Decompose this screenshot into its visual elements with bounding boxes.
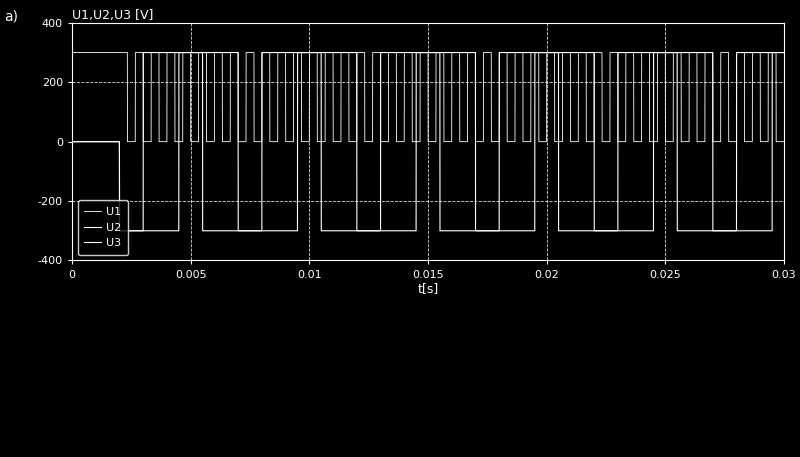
U3 [67,139,77,144]
U2 [650,50,660,55]
U1 [122,139,132,144]
Legend: U1, U2, U3: U1, U2, U3 [78,201,128,255]
U1 [654,50,664,55]
U1 [67,50,77,55]
U2 [67,139,77,144]
U1 [102,50,111,55]
U2 [102,139,111,144]
Text: U1,U2,U3 [V]: U1,U2,U3 [V] [72,9,154,21]
U2 [741,228,750,234]
U3 [412,50,422,55]
U2 [114,228,124,234]
U3 [779,50,789,55]
U3 [314,50,324,55]
U1 [779,139,789,144]
U2 [654,50,664,55]
Line: U2: U2 [72,53,784,231]
U2 [314,50,324,55]
U3 [138,50,148,55]
X-axis label: t[s]: t[s] [418,282,438,295]
Line: U3: U3 [72,53,784,231]
U1 [412,139,422,144]
U3 [650,50,660,55]
Text: a): a) [4,9,18,23]
U2 [779,50,789,55]
U1 [314,139,324,144]
U3 [102,139,111,144]
U2 [174,50,184,55]
U3 [114,228,124,234]
Line: U1: U1 [72,53,784,142]
U2 [412,50,422,55]
U1 [650,139,660,144]
U1 [741,139,750,144]
U3 [741,50,750,55]
U3 [654,50,664,55]
